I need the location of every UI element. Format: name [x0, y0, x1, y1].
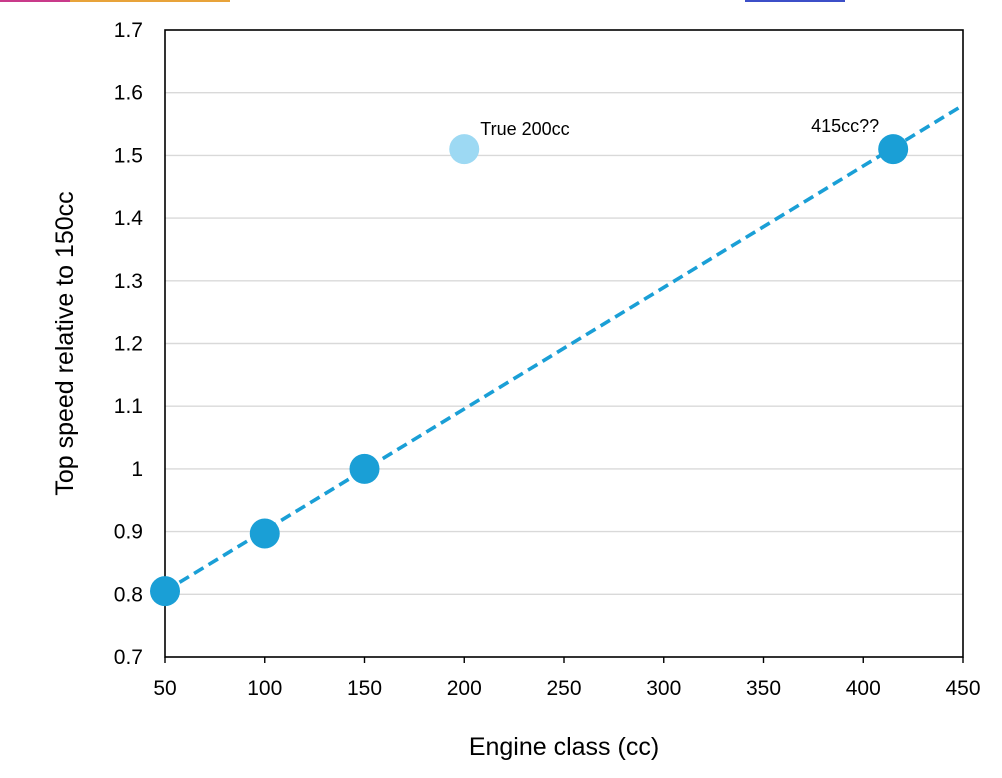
top-strip-blue — [745, 0, 845, 2]
y-tick-label: 0.8 — [114, 583, 143, 606]
y-tick-label: 1.3 — [114, 270, 143, 293]
data-points — [150, 134, 909, 607]
x-tick-label: 300 — [646, 677, 681, 700]
x-tick-label: 250 — [546, 677, 581, 700]
x-tick-label: 400 — [846, 677, 881, 700]
x-tick-label: 100 — [247, 677, 282, 700]
y-tick-label: 0.9 — [114, 521, 143, 544]
data-point — [150, 576, 180, 607]
y-tick-label: 1 — [131, 458, 143, 481]
trendline — [164, 103, 964, 593]
y-tick-label: 1.1 — [114, 395, 143, 418]
x-tick-label: 200 — [447, 677, 482, 700]
y-tick-label: 1.2 — [114, 333, 143, 356]
y-tick-label: 1.5 — [114, 144, 143, 167]
x-tick-label: 450 — [945, 677, 980, 700]
x-tick-label: 50 — [153, 677, 176, 700]
gridlines — [165, 91, 963, 595]
point-annotation: True 200cc — [480, 119, 569, 139]
top-strip-orange — [70, 0, 230, 2]
y-tick-label: 1.6 — [114, 82, 143, 105]
data-point — [349, 453, 380, 484]
y-tick-label: 1.7 — [114, 19, 143, 42]
y-tick-label: 1.4 — [114, 207, 144, 230]
top-strip-pink — [0, 0, 70, 2]
x-tick-label: 150 — [347, 677, 382, 700]
x-axis-title: Engine class (cc) — [469, 733, 659, 761]
x-axis-ticks — [164, 657, 964, 663]
annotations: True 200cc 415cc?? — [480, 116, 879, 139]
x-axis-tick-labels: 50 100 150 200 250 300 350 400 450 — [153, 677, 980, 700]
data-point — [249, 518, 280, 549]
x-tick-label: 350 — [746, 677, 781, 700]
data-point — [449, 134, 480, 165]
y-axis-tick-labels: 0.7 0.8 0.9 1 1.1 1.2 1.3 1.4 1.5 1.6 1.7 — [114, 19, 144, 669]
point-annotation: 415cc?? — [811, 116, 879, 136]
data-point — [878, 134, 909, 165]
trendline-group — [164, 103, 964, 593]
y-axis-title: Top speed relative to 150cc — [51, 191, 79, 495]
y-tick-label: 0.7 — [114, 646, 143, 669]
